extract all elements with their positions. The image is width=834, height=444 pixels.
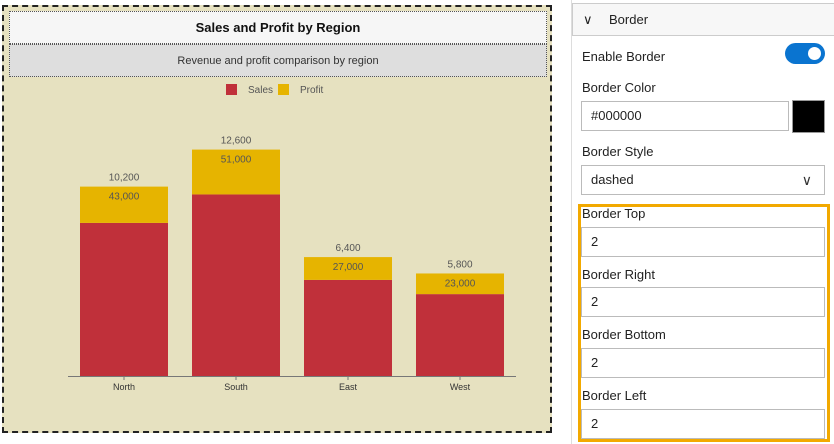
bar-sales-east	[304, 279, 392, 376]
chart-container[interactable]: Sales Profit 43,000 10,200 North 51,000 12,600…	[2, 5, 552, 433]
data-label-profit: 12,600	[221, 136, 252, 147]
border-color-swatch[interactable]	[792, 100, 825, 133]
data-label-sales: 43,000	[109, 192, 140, 203]
bar-sales-west	[416, 294, 504, 376]
properties-panel: ∨ Border Enable Border Border Color #000…	[571, 0, 834, 444]
border-right-label: Border Right	[582, 267, 655, 282]
chart-title: Sales and Profit by Region	[9, 11, 547, 44]
chevron-down-icon: ∨	[801, 172, 812, 188]
x-tick-label: East	[339, 382, 358, 392]
border-color-label: Border Color	[582, 80, 656, 95]
bar-sales-south	[192, 194, 280, 376]
data-label-sales: 27,000	[333, 262, 364, 273]
bar-profit-north	[80, 186, 168, 223]
x-tick-label: West	[450, 382, 471, 392]
data-label-profit: 10,200	[109, 173, 140, 184]
data-label-sales: 23,000	[445, 278, 476, 289]
x-tick-label: North	[113, 382, 135, 392]
legend-swatch-profit	[278, 84, 289, 95]
border-bottom-label: Border Bottom	[582, 327, 666, 342]
bar-sales-north	[80, 222, 168, 376]
border-style-value: dashed	[591, 172, 634, 187]
border-top-label: Border Top	[582, 206, 646, 221]
x-tick-label: South	[224, 382, 248, 392]
legend-label-profit: Profit	[300, 85, 324, 96]
border-bottom-input[interactable]: 2	[581, 348, 825, 378]
section-title: Border	[609, 12, 649, 27]
data-label-sales: 51,000	[221, 155, 252, 166]
enable-border-toggle[interactable]	[785, 43, 825, 64]
border-color-input[interactable]: #000000	[581, 101, 789, 131]
chevron-down-icon: ∨	[583, 12, 593, 27]
enable-border-label: Enable Border	[582, 49, 666, 64]
legend-label-sales: Sales	[248, 85, 273, 96]
data-label-profit: 5,800	[447, 259, 472, 270]
bar-profit-south	[192, 149, 280, 195]
border-sides-highlight	[578, 204, 830, 442]
border-top-input[interactable]: 2	[581, 227, 825, 257]
border-right-input[interactable]: 2	[581, 287, 825, 317]
border-style-select[interactable]: dashed ∨	[581, 165, 825, 195]
chart-svg: Sales Profit 43,000 10,200 North 51,000 12,600…	[68, 84, 516, 392]
bar-profit-west	[416, 273, 504, 295]
border-style-label: Border Style	[582, 144, 654, 159]
data-label-profit: 6,400	[335, 243, 360, 254]
border-section-header[interactable]: ∨ Border	[572, 3, 834, 36]
bar-profit-east	[304, 257, 392, 280]
legend-swatch-sales	[226, 84, 237, 95]
border-left-label: Border Left	[582, 388, 647, 403]
border-left-input[interactable]: 2	[581, 409, 825, 439]
chart-subtitle: Revenue and profit comparison by region	[9, 44, 547, 77]
